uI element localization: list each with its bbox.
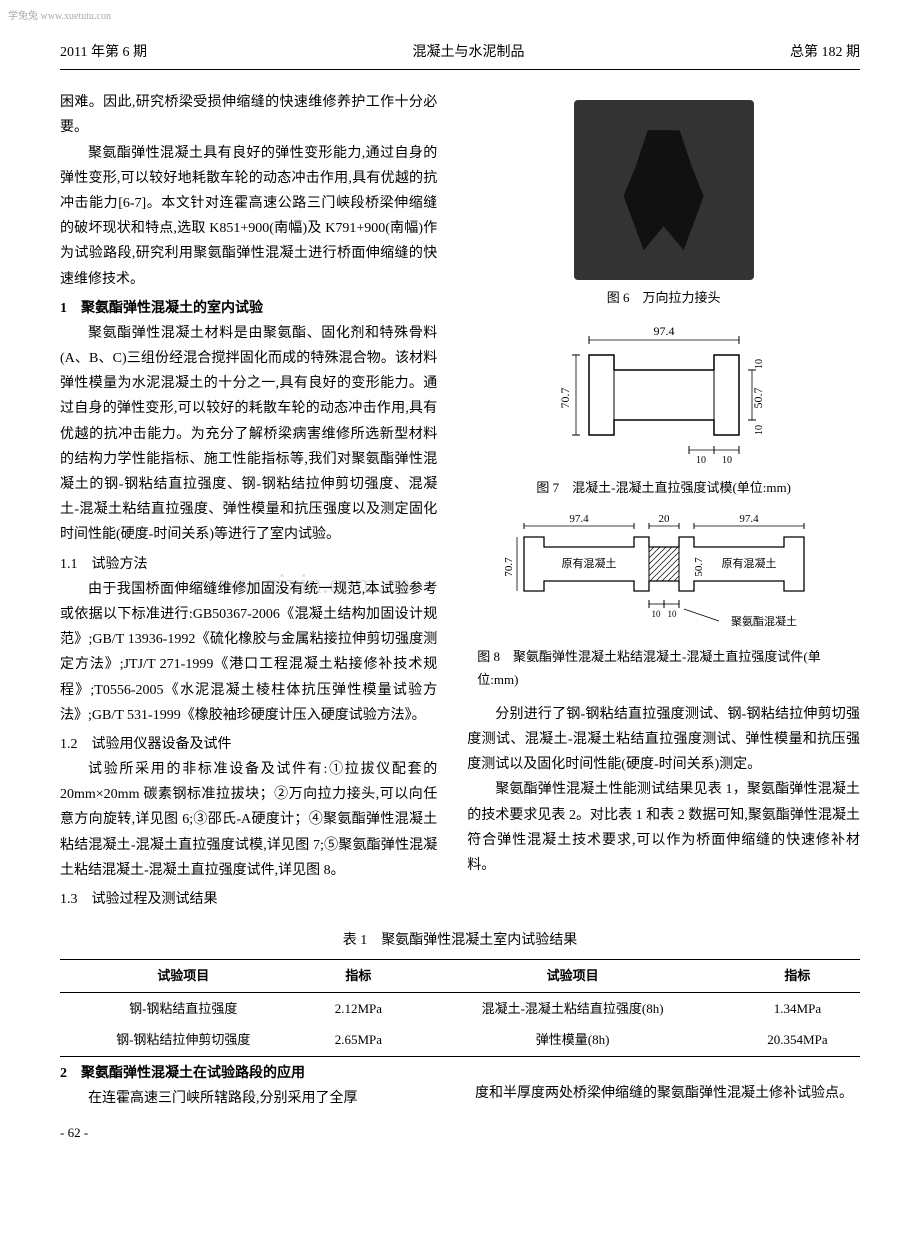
section-1-heading: 1 聚氨酯弹性混凝土的室内试验 — [60, 296, 437, 321]
svg-text:原有混凝土: 原有混凝土 — [561, 556, 616, 570]
svg-text:97.4: 97.4 — [569, 513, 589, 525]
svg-text:原有混凝土: 原有混凝土 — [721, 556, 776, 570]
watermark-top: 学兔兔 www.xuetutu.con — [8, 8, 111, 26]
figure-7-svg: 97.4 70.7 50.7 10 10 — [534, 320, 794, 470]
section-2-heading: 2 聚氨酯弹性混凝土在试验路段的应用 — [60, 1061, 445, 1086]
table-row: 钢-钢粘结直拉强度 2.12MPa 混凝土-混凝土粘结直拉强度(8h) 1.34… — [60, 992, 860, 1024]
table-header-row: 试验项目 指标 试验项目 指标 — [60, 960, 860, 992]
para-2: 聚氨酯弹性混凝土具有良好的弹性变形能力,通过自身的弹性变形,可以较好地耗散车轮的… — [60, 141, 437, 292]
section-1-1-heading: 1.1 试验方法 — [60, 552, 437, 577]
figure-6: 图 6 万向拉力接头 — [467, 100, 860, 309]
table-col-2: 指标 — [306, 960, 410, 992]
table-cell: 2.12MPa — [306, 992, 410, 1024]
table-section: 表 1 聚氨酯弹性混凝土室内试验结果 试验项目 指标 试验项目 指标 钢-钢粘结… — [60, 928, 860, 1056]
header-left: 2011 年第 6 期 — [60, 40, 147, 65]
table-col-3: 试验项目 — [410, 960, 735, 992]
header-right: 总第 182 期 — [790, 40, 860, 65]
svg-text:97.4: 97.4 — [739, 513, 759, 525]
table-col-4: 指标 — [735, 960, 860, 992]
section-1-2-heading: 1.2 试验用仪器设备及试件 — [60, 732, 437, 757]
main-content: 困难。因此,研究桥梁受损伸缩缝的快速维修养护工作十分必要。 聚氨酯弹性混凝土具有… — [60, 90, 860, 912]
figure-8-caption: 图 8 聚氨酯弹性混凝土粘结混凝土-混凝土直拉强度试件(单位:mm) — [467, 645, 860, 692]
page-number: - 62 - — [60, 1121, 445, 1144]
table-cell: 混凝土-混凝土粘结直拉强度(8h) — [410, 992, 735, 1024]
svg-text:20: 20 — [658, 513, 670, 525]
figure-8-svg: 97.4 20 97.4 原有混凝土 原 — [494, 509, 834, 639]
svg-text:50.7: 50.7 — [693, 557, 705, 577]
figure-7-caption: 图 7 混凝土-混凝土直拉强度试模(单位:mm) — [467, 476, 860, 499]
svg-text:50.7: 50.7 — [751, 387, 765, 408]
svg-text:聚氨酯混凝土: 聚氨酯混凝土 — [731, 614, 797, 628]
figure-6-image — [574, 100, 754, 280]
svg-text:10: 10 — [651, 609, 661, 619]
bottom-para-right: 度和半厚度两处桥梁伸缩缝的聚氨酯弹性混凝土修补试验点。 — [475, 1081, 860, 1106]
svg-text:10: 10 — [722, 455, 732, 466]
para-1: 困难。因此,研究桥梁受损伸缩缝的快速维修养护工作十分必要。 — [60, 90, 437, 140]
figure-7: 97.4 70.7 50.7 10 10 — [467, 320, 860, 499]
para-5: 试验所采用的非标准设备及试件有:①拉拔仪配套的 20mm×20mm 碳素钢标准拉… — [60, 757, 437, 883]
table-cell: 20.354MPa — [735, 1024, 860, 1056]
svg-text:10: 10 — [667, 609, 677, 619]
table-cell: 钢-钢粘结拉伸剪切强度 — [60, 1024, 306, 1056]
figure-8: 97.4 20 97.4 原有混凝土 原 — [467, 509, 860, 692]
header-center: 混凝土与水泥制品 — [412, 40, 524, 65]
table-cell: 弹性模量(8h) — [410, 1024, 735, 1056]
svg-text:70.7: 70.7 — [558, 387, 572, 408]
table-cell: 2.65MPa — [306, 1024, 410, 1056]
para-4: 由于我国桥面伸缩缝维修加固没有统一规范,本试验参考或依据以下标准进行:GB503… — [60, 577, 437, 728]
section-1-3-heading: 1.3 试验过程及测试结果 — [60, 887, 437, 912]
svg-text:10: 10 — [696, 455, 706, 466]
table-cell: 1.34MPa — [735, 992, 860, 1024]
figure-6-caption: 图 6 万向拉力接头 — [467, 286, 860, 309]
bottom-para-left: 在连霍高速三门峡所辖路段,分别采用了全厚 — [60, 1086, 445, 1111]
table-col-1: 试验项目 — [60, 960, 306, 992]
para-3: 聚氨酯弹性混凝土材料是由聚氨酯、固化剂和特殊骨料(A、B、C)三组份经混合搅拌固… — [60, 321, 437, 548]
svg-text:10: 10 — [754, 425, 765, 435]
bottom-section: 2 聚氨酯弹性混凝土在试验路段的应用 在连霍高速三门峡所辖路段,分别采用了全厚 … — [60, 1057, 860, 1145]
svg-text:97.4: 97.4 — [653, 324, 674, 338]
svg-text:10: 10 — [754, 359, 765, 369]
svg-text:70.7: 70.7 — [503, 557, 515, 577]
page-header: 2011 年第 6 期 混凝土与水泥制品 总第 182 期 — [60, 40, 860, 70]
table-row: 钢-钢粘结拉伸剪切强度 2.65MPa 弹性模量(8h) 20.354MPa — [60, 1024, 860, 1056]
table-1: 试验项目 指标 试验项目 指标 钢-钢粘结直拉强度 2.12MPa 混凝土-混凝… — [60, 959, 860, 1056]
right-para-2: 聚氨酯弹性混凝土性能测试结果见表 1，聚氨酯弹性混凝土的技术要求见表 2。对比表… — [467, 777, 860, 878]
right-column: 图 6 万向拉力接头 97.4 70.7 50.7 10 10 — [467, 90, 860, 912]
left-column: 困难。因此,研究桥梁受损伸缩缝的快速维修养护工作十分必要。 聚氨酯弹性混凝土具有… — [60, 90, 437, 912]
table-cell: 钢-钢粘结直拉强度 — [60, 992, 306, 1024]
table-1-title: 表 1 聚氨酯弹性混凝土室内试验结果 — [60, 928, 860, 953]
right-para-1: 分别进行了钢-钢粘结直拉强度测试、钢-钢粘结拉伸剪切强度测试、混凝土-混凝土粘结… — [467, 702, 860, 778]
